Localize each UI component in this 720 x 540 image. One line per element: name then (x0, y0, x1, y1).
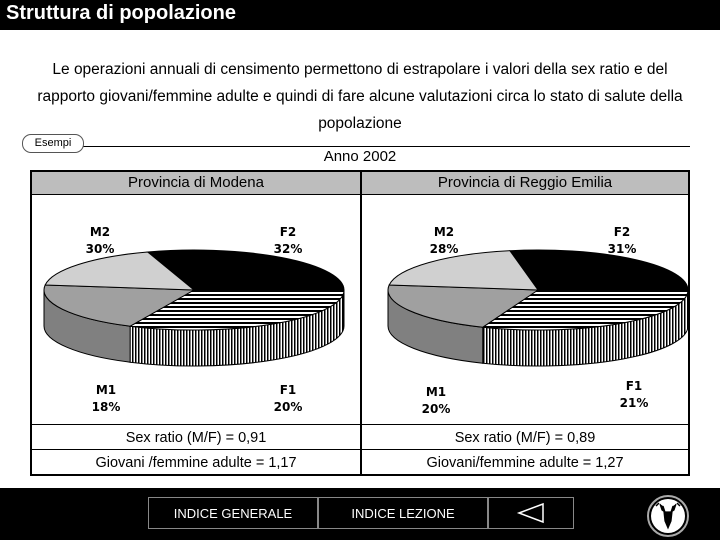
back-button[interactable] (488, 497, 574, 529)
divider (32, 424, 688, 425)
pie-label-f2: F2 (614, 225, 631, 239)
divider (30, 146, 690, 147)
examples-badge: Esempi (22, 134, 84, 153)
pie-value-f2: 32% (274, 242, 303, 256)
pie-label-m2: M2 (434, 225, 454, 239)
divider (32, 449, 688, 450)
pie-reggio: M2 28% F2 31% F1 21% M1 20% (387, 225, 689, 416)
pie-slice-m2 (508, 249, 689, 291)
stat-sex-ratio-modena: Sex ratio (M/F) = 0,91 (125, 430, 267, 446)
divider (360, 172, 362, 474)
pie-slice-f1 (387, 284, 540, 328)
pie-value-f2: 31% (608, 242, 637, 256)
triangle-left-icon (516, 502, 544, 524)
pie-label-m2: M2 (90, 225, 110, 239)
chart-title-reggio: Provincia di Reggio Emilia (362, 172, 688, 195)
pie-modena: M2 30% F2 32% F1 20% M1 18% (43, 225, 345, 414)
pie-label-m1: M1 (426, 385, 446, 399)
pie-label-f1: F1 (280, 383, 297, 397)
nav-indice-generale[interactable]: INDICE GENERALE (148, 497, 318, 529)
pie-value-m2: 30% (86, 242, 115, 256)
pie-slice-m2 (146, 249, 345, 291)
year-label-text: Anno 2002 (323, 148, 397, 165)
nav-indice-lezione[interactable]: INDICE LEZIONE (318, 497, 488, 529)
pie-value-m1: 20% (422, 402, 451, 416)
pie-value-m2: 28% (430, 242, 459, 256)
pie-slice-f2 (481, 289, 689, 331)
pie-slice-m1 (388, 250, 539, 291)
stat-young-ratio-modena: Giovani /femmine adulte = 1,17 (95, 455, 297, 471)
pie-label-m1: M1 (96, 383, 116, 397)
stat-sex-ratio-reggio: Sex ratio (M/F) = 0,89 (454, 430, 596, 446)
deer-logo-icon (647, 495, 689, 537)
intro-text: Le operazioni annuali di censimento perm… (37, 61, 683, 132)
pie-slice-m1 (44, 251, 196, 291)
pie-label-f2: F2 (280, 225, 297, 239)
year-label: Anno 2002 (0, 148, 720, 165)
header-bar: Struttura di popolazione (0, 0, 720, 30)
pie-value-f1: 21% (620, 396, 649, 410)
stat-young-ratio-reggio: Giovani/femmine adulte = 1,27 (426, 455, 624, 471)
chart-title-modena: Provincia di Modena (32, 172, 360, 195)
pie-label-f1: F1 (626, 379, 643, 393)
pie-charts: M2 30% F2 32% F1 20% M1 18% M2 28% F2 31% F1 21% M1 20… (43, 225, 689, 416)
pie-slice-f1 (43, 284, 196, 327)
pie-slice-f2 (128, 289, 345, 331)
pie-value-f1: 20% (274, 400, 303, 414)
page-title: Struttura di popolazione (6, 2, 236, 24)
pie-value-m1: 18% (92, 400, 121, 414)
